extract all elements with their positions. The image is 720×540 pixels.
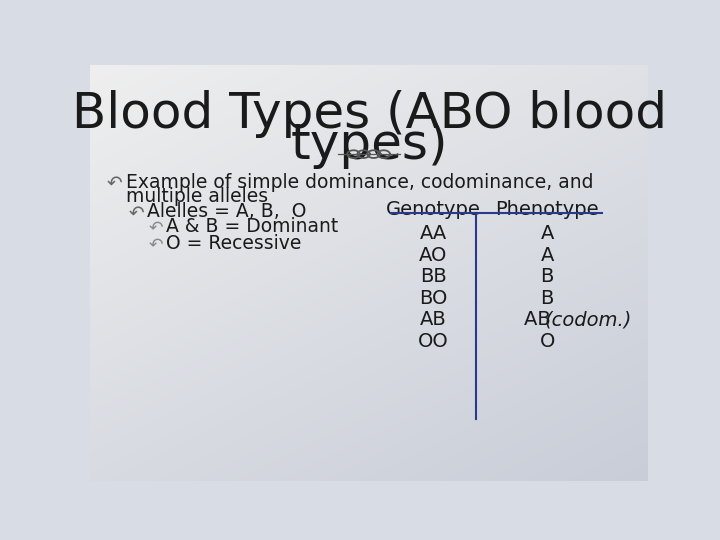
Text: AB: AB: [420, 310, 446, 329]
Text: types): types): [290, 121, 448, 169]
Text: AB: AB: [524, 310, 557, 329]
Text: AO: AO: [419, 246, 448, 265]
Text: ↶: ↶: [129, 204, 145, 222]
Text: Example of simple dominance, codominance, and: Example of simple dominance, codominance…: [126, 173, 593, 192]
Text: O = Recessive: O = Recessive: [166, 234, 302, 253]
Text: (codom.): (codom.): [545, 310, 632, 329]
Text: ↶: ↶: [107, 174, 123, 193]
Text: Blood Types (ABO blood: Blood Types (ABO blood: [71, 90, 667, 138]
Text: AA: AA: [420, 224, 447, 243]
Text: B: B: [541, 289, 554, 308]
Text: OO: OO: [418, 332, 449, 351]
Text: B: B: [541, 267, 554, 286]
Text: Genotype: Genotype: [386, 200, 481, 219]
Text: Phenotype: Phenotype: [495, 200, 599, 219]
Text: A: A: [541, 246, 554, 265]
Text: A & B = Dominant: A & B = Dominant: [166, 217, 338, 237]
Text: BB: BB: [420, 267, 446, 286]
Text: multiple alleles: multiple alleles: [126, 187, 268, 206]
Text: ↶: ↶: [149, 236, 163, 254]
Text: BO: BO: [419, 289, 448, 308]
Text: ↶: ↶: [149, 219, 163, 237]
Text: Alelles = A, B,  O: Alelles = A, B, O: [148, 202, 307, 221]
Text: O: O: [539, 332, 555, 351]
Text: A: A: [541, 224, 554, 243]
